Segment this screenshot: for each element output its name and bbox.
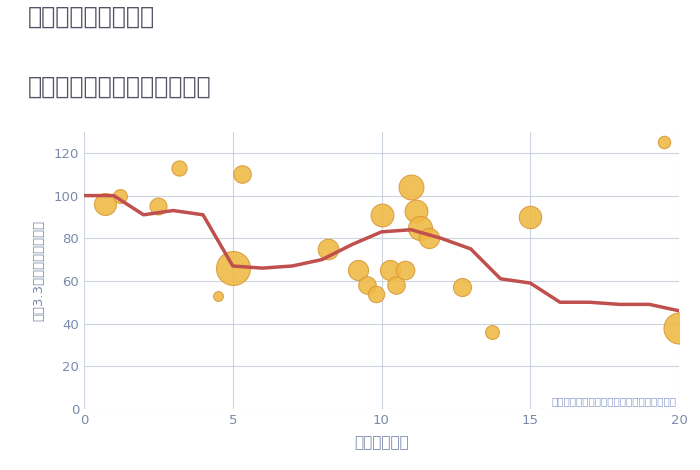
X-axis label: 駅距離（分）: 駅距離（分） bbox=[354, 435, 409, 450]
Point bbox=[406, 183, 417, 191]
Point bbox=[424, 235, 435, 242]
Text: 円の大きさは、取引のあった物件面積を示す: 円の大きさは、取引のあった物件面積を示す bbox=[551, 396, 676, 406]
Point bbox=[673, 324, 685, 332]
Point bbox=[414, 224, 426, 231]
Point bbox=[227, 264, 238, 272]
Point bbox=[385, 266, 396, 274]
Point bbox=[153, 203, 164, 210]
Point bbox=[352, 266, 363, 274]
Y-axis label: 坪（3.3㎡）単価（万円）: 坪（3.3㎡）単価（万円） bbox=[32, 219, 46, 321]
Point bbox=[361, 282, 372, 289]
Point bbox=[99, 200, 111, 208]
Point bbox=[370, 290, 381, 298]
Point bbox=[659, 139, 670, 146]
Point bbox=[212, 292, 223, 299]
Point bbox=[376, 211, 387, 219]
Point bbox=[174, 164, 185, 172]
Point bbox=[236, 171, 247, 178]
Text: 千葉県市原市石川の: 千葉県市原市石川の bbox=[28, 5, 155, 29]
Point bbox=[525, 213, 536, 221]
Point bbox=[400, 266, 411, 274]
Point bbox=[322, 245, 333, 253]
Point bbox=[486, 329, 497, 336]
Point bbox=[456, 283, 468, 291]
Point bbox=[410, 207, 421, 214]
Point bbox=[391, 282, 402, 289]
Point bbox=[114, 192, 125, 199]
Text: 駅距離別中古マンション価格: 駅距離別中古マンション価格 bbox=[28, 75, 211, 99]
